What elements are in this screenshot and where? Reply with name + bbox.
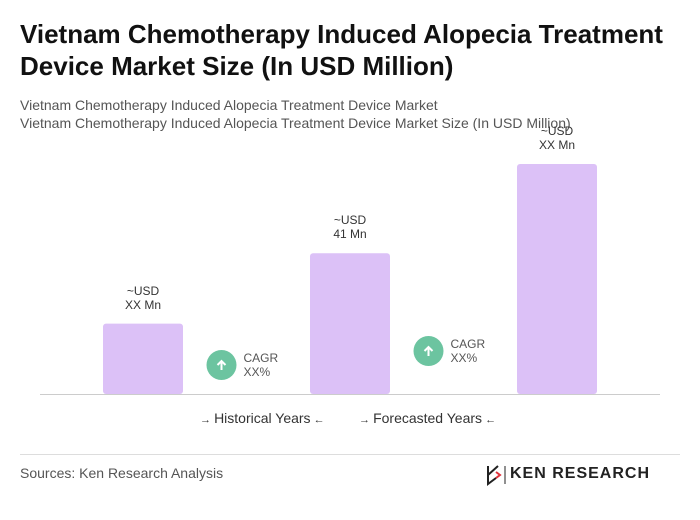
cagr-arrow [216, 359, 227, 370]
logo-icon [487, 465, 506, 486]
value-label: ~USD XX Mn [124, 283, 161, 312]
legend-item: → Historical Years ← [200, 410, 325, 426]
cagr-title: CAGR [243, 351, 279, 365]
cagr-label: CAGR XX% [244, 351, 279, 379]
cagr-value: XX% [450, 351, 478, 365]
subtitle: Vietnam Chemotherapy Induced Alopecia Tr… [20, 97, 438, 113]
cagr-title: CAGR [450, 337, 486, 351]
value-label: ~USD XX Mn [538, 124, 575, 152]
cagr-value: XX% [243, 365, 271, 379]
legend-arrow: → [200, 414, 215, 426]
logo-text: KEN RESEARCH [510, 465, 651, 482]
legend-label: Historical Years [214, 410, 311, 426]
legend-label: Forecasted Years [373, 410, 483, 426]
legend-arrow: ← [310, 414, 325, 426]
legend-item: → Forecasted Years ← [359, 410, 496, 426]
cagr-label: CAGR XX% [451, 337, 486, 365]
legend-arrow: ← [482, 414, 497, 426]
chart-title: Vietnam Chemotherapy Induced Alopecia Tr… [20, 19, 663, 81]
value-label: ~USD 41 Mn [333, 213, 367, 242]
bar [103, 323, 183, 394]
cagr-arrow [423, 345, 434, 356]
y-label: Vietnam Chemotherapy Induced Alopecia Tr… [20, 115, 571, 131]
bar [310, 253, 390, 394]
source: Sources: Ken Research Analysis [20, 465, 224, 481]
legend-arrow: → [359, 414, 374, 426]
bar [517, 164, 597, 394]
